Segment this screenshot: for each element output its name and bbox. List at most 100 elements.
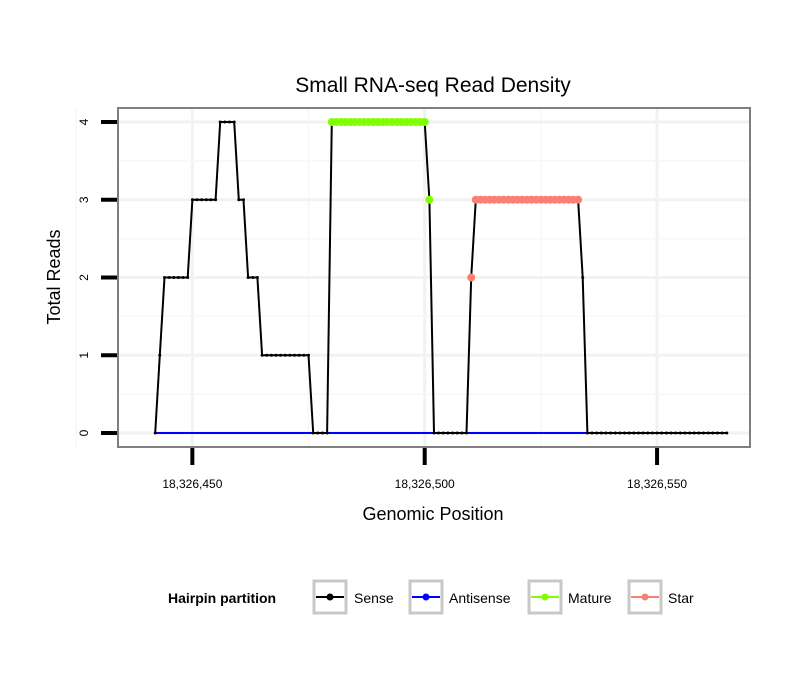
data-point-sense	[176, 276, 180, 279]
data-point-sense	[604, 431, 608, 435]
data-point-sense	[260, 353, 264, 357]
legend: Hairpin partition Sense Antisense Mature St…	[168, 579, 694, 615]
data-point-sense	[706, 431, 710, 435]
data-point-sense	[311, 431, 315, 435]
legend-key-point	[326, 593, 334, 601]
x-tick-label: 18,326,450	[162, 477, 222, 491]
data-point-sense	[725, 431, 729, 435]
data-point-sense	[674, 431, 678, 435]
y-tick-label: 4	[77, 118, 91, 125]
data-point-sense	[688, 431, 692, 435]
data-point-mature	[425, 195, 434, 204]
data-point-sense	[307, 353, 310, 357]
plot-border	[117, 107, 751, 448]
data-point-sense	[200, 198, 204, 202]
data-point-sense	[153, 431, 157, 435]
y-tick-label: 0	[77, 429, 91, 436]
data-point-sense	[590, 431, 594, 435]
data-point-sense	[242, 198, 245, 202]
data-point-sense	[269, 353, 273, 357]
data-point-sense	[321, 431, 324, 435]
data-point-sense	[167, 276, 171, 279]
chart-title: Small RNA-seq Read Density	[295, 74, 571, 97]
data-point-sense	[218, 120, 222, 124]
x-axis: 18,326,450 18,326,500 18,326,550	[162, 448, 687, 491]
data-point-sense	[158, 353, 162, 357]
plot-panel	[75, 107, 751, 448]
data-point-sense	[613, 431, 617, 435]
data-point-sense	[720, 431, 724, 435]
data-point-sense	[432, 431, 436, 435]
data-point-sense	[325, 431, 329, 435]
data-point-sense	[599, 431, 603, 435]
data-point-sense	[650, 431, 654, 435]
data-point-sense	[209, 198, 213, 202]
data-point-sense	[451, 431, 455, 435]
data-point-sense	[581, 276, 585, 279]
data-point-sense	[316, 431, 320, 435]
legend-label: Sense	[354, 590, 394, 606]
data-point-sense	[441, 431, 445, 435]
legend-key-point	[422, 593, 430, 601]
legend-title: Hairpin partition	[168, 590, 276, 606]
data-point-sense	[446, 431, 450, 435]
data-point-sense	[618, 431, 622, 435]
data-point-sense	[465, 431, 468, 435]
data-point-sense	[627, 431, 631, 435]
data-point-sense	[609, 431, 613, 435]
data-point-sense	[632, 431, 636, 435]
data-point-sense	[172, 276, 176, 279]
data-point-sense	[455, 431, 459, 435]
data-point-sense	[204, 198, 208, 202]
data-point-sense	[683, 431, 687, 435]
legend-label: Antisense	[449, 590, 511, 606]
legend-key-point	[641, 593, 649, 601]
data-point-sense	[237, 198, 241, 202]
legend-key-point	[541, 593, 549, 601]
y-axis: 0 1 2 3 4	[77, 118, 117, 436]
data-point-sense	[302, 353, 306, 357]
data-point-sense	[283, 353, 287, 357]
data-point-sense	[664, 431, 668, 435]
data-point-sense	[265, 353, 269, 357]
data-point-sense	[437, 431, 441, 435]
y-tick-label: 2	[77, 274, 91, 281]
data-point-star	[467, 273, 476, 282]
data-series	[153, 118, 729, 435]
data-point-sense	[641, 431, 645, 435]
data-point-sense	[460, 431, 464, 435]
y-axis-title: Total Reads	[44, 229, 64, 324]
data-point-sense	[711, 431, 715, 435]
legend-label: Mature	[568, 590, 612, 606]
gridlines	[75, 108, 750, 447]
data-point-sense	[181, 276, 185, 279]
data-point-sense	[223, 120, 227, 124]
data-point-sense	[195, 198, 199, 202]
data-point-sense	[246, 276, 250, 279]
x-tick-label: 18,326,500	[395, 477, 455, 491]
x-axis-title: Genomic Position	[362, 504, 503, 524]
data-point-sense	[660, 431, 664, 435]
data-point-sense	[678, 431, 682, 435]
series-line-sense	[154, 121, 727, 434]
data-point-sense	[274, 353, 278, 357]
data-point-sense	[297, 353, 301, 357]
data-point-sense	[255, 276, 259, 279]
y-tick-label: 3	[77, 196, 91, 203]
data-point-sense	[623, 431, 626, 435]
data-point-sense	[595, 431, 599, 435]
data-point-sense	[186, 276, 190, 279]
data-point-star	[574, 195, 583, 204]
data-point-sense	[163, 276, 166, 279]
data-point-sense	[697, 431, 701, 435]
data-point-sense	[214, 198, 218, 202]
data-point-sense	[716, 431, 719, 435]
x-tick-label: 18,326,550	[627, 477, 687, 491]
data-point-mature	[420, 118, 429, 126]
data-point-sense	[251, 276, 255, 279]
data-point-sense	[279, 353, 283, 357]
data-point-sense	[692, 431, 696, 435]
data-point-sense	[669, 431, 673, 435]
data-point-sense	[288, 353, 292, 357]
